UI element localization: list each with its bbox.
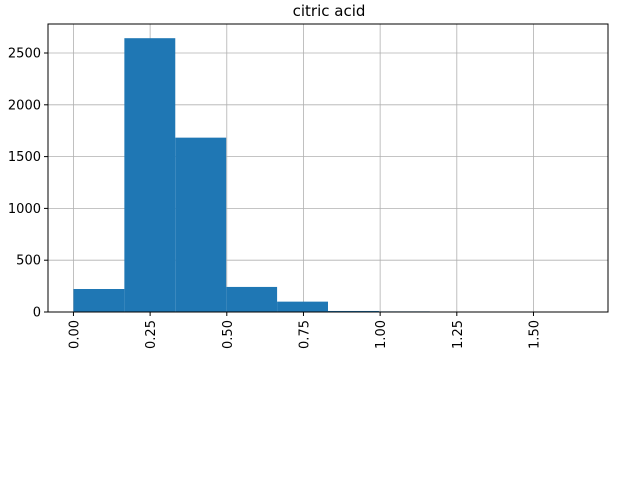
x-tick-label-6: 1.50 <box>527 320 542 349</box>
histogram-bar-0 <box>73 289 125 312</box>
histogram-bar-5 <box>328 310 379 312</box>
y-tick-label-2: 1000 <box>8 202 41 217</box>
chart-title: citric acid <box>293 2 366 20</box>
plot-frame <box>47 23 609 313</box>
y-tick-label-3: 1500 <box>8 150 41 165</box>
x-tick-label-4: 1.00 <box>374 320 389 349</box>
y-tick-label-1: 500 <box>16 254 41 269</box>
histogram-bar-4 <box>277 301 328 312</box>
y-tick-label-5: 2500 <box>8 47 41 62</box>
x-tick-label-2: 0.50 <box>221 320 236 349</box>
axis-ticks: 0.00 0.25 0.50 0.75 1.00 1.25 1.50 0 500 1000 1500… <box>8 47 543 349</box>
histogram-bar-3 <box>226 286 278 312</box>
histogram-bar-1 <box>124 38 176 312</box>
y-tick-label-0: 0 <box>33 306 41 321</box>
histogram-bars <box>73 38 583 312</box>
y-tick-label-4: 2000 <box>8 98 41 113</box>
x-tick-label-0: 0.00 <box>67 320 82 349</box>
x-tick-label-5: 1.25 <box>451 320 466 349</box>
x-tick-label-3: 0.75 <box>297 320 312 349</box>
x-tick-label-1: 0.25 <box>144 320 159 349</box>
histogram-bar-2 <box>175 137 227 312</box>
